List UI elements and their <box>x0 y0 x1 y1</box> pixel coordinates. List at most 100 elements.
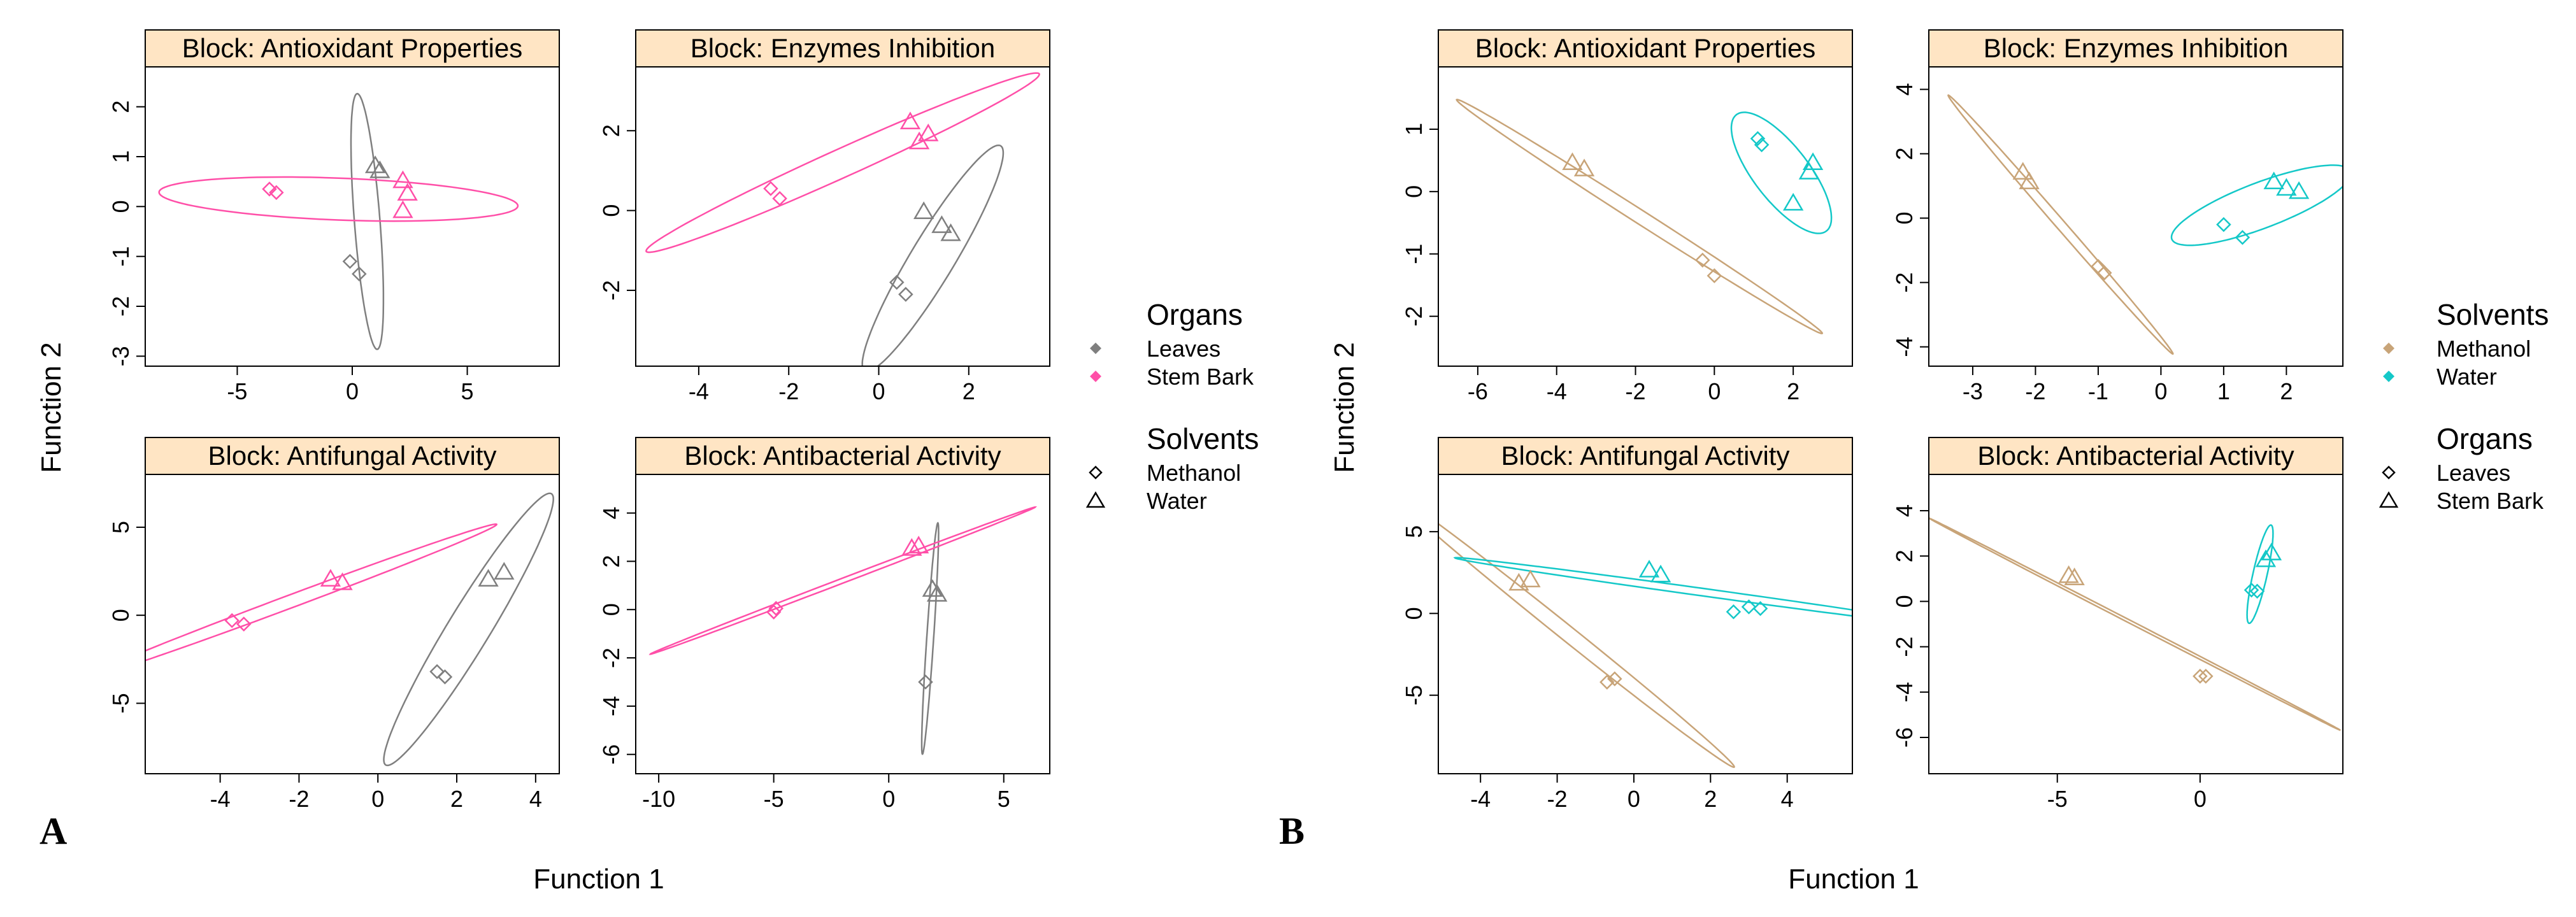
x-tick-label: -1 <box>2088 378 2108 404</box>
subplot-title-strip <box>1928 29 2343 68</box>
y-tick-label: 0 <box>1891 212 1917 225</box>
y-tick-label: 5 <box>1401 525 1427 538</box>
subplot-4: Block: Antibacterial Activity -10 -5 0 5 -6 -4… <box>598 437 1050 812</box>
legend-a-shape-title: Solvents <box>1147 422 1259 455</box>
subplot-title: Block: Antibacterial Activity <box>684 441 1001 471</box>
point-triangle <box>1798 161 1820 180</box>
y-tick-label: -2 <box>1401 306 1427 327</box>
point-circle <box>429 664 445 679</box>
x-tick-label: -4 <box>1547 378 1567 404</box>
y-tick-label: 4 <box>1891 83 1917 96</box>
x-tick-label: -4 <box>210 786 231 812</box>
y-tick-label: 1 <box>108 150 134 163</box>
point-circle <box>437 669 453 685</box>
x-tick-label: 0 <box>873 378 885 404</box>
x-tick-label: 0 <box>882 786 895 812</box>
legend-a-circle-icon <box>1089 466 1103 480</box>
point-triangle <box>1562 152 1583 171</box>
point-circle <box>2096 265 2112 281</box>
point-circle <box>2235 230 2250 245</box>
subplot-title-strip <box>1928 437 2343 475</box>
y-tick-label: 5 <box>108 521 134 534</box>
legend-a-color-label-1: Stem Bark <box>1147 364 1254 390</box>
x-tick-label: -4 <box>689 378 709 404</box>
x-tick-label: -3 <box>1963 378 1983 404</box>
legend-b-color-title: Solvents <box>2436 298 2549 331</box>
x-tick-label: -5 <box>764 786 784 812</box>
y-tick-label: -2 <box>598 280 624 301</box>
ellipse-leaves <box>920 522 940 755</box>
point-circle <box>763 181 778 196</box>
panel-label-a: A <box>39 810 67 852</box>
x-tick-label: 5 <box>998 786 1010 812</box>
y-tick-label: 0 <box>108 609 134 622</box>
ellipse-group <box>1438 523 1852 768</box>
point-circle <box>1694 252 1710 268</box>
y-tick-label: 0 <box>1401 185 1427 198</box>
point-triangle <box>931 215 952 233</box>
ellipse-group <box>645 72 1040 366</box>
y-tick-label: -6 <box>1891 727 1917 748</box>
subplot-frame <box>1438 474 1853 774</box>
point-circle <box>342 253 358 269</box>
ellipse-stem-bark <box>158 176 519 222</box>
point-circle <box>772 191 787 206</box>
y-tick-label: 2 <box>1891 550 1917 562</box>
x-tick-label: -5 <box>227 378 247 404</box>
point-triangle <box>940 223 961 241</box>
y-tick-label: 2 <box>108 101 134 113</box>
point-circle <box>2198 669 2214 684</box>
x-tick-label: 4 <box>1781 786 1794 812</box>
point-triangle <box>918 124 939 141</box>
y-tick-label: -6 <box>598 744 624 765</box>
x-tick-label: -2 <box>1547 786 1568 812</box>
point-triangle <box>478 569 499 587</box>
ellipse-group <box>1947 94 2343 355</box>
x-tick-label: 0 <box>1628 786 1640 812</box>
point-triangle <box>913 201 934 219</box>
subplot-title-strip <box>1438 29 1853 68</box>
x-tick-label: 0 <box>346 378 359 404</box>
y-tick-label: 0 <box>1401 607 1427 620</box>
legend-a-leaves-swatch <box>1090 343 1101 354</box>
point-triangle <box>899 111 921 129</box>
y-tick-label: 4 <box>1891 504 1917 517</box>
legend-b-circle-icon <box>2382 466 2396 480</box>
subplot-frame <box>1438 66 1853 367</box>
xlabel-b: Function 1 <box>1788 864 1919 895</box>
subplot-title: Block: Enzymes Inhibition <box>1984 33 2289 63</box>
x-tick-label: 2 <box>2280 378 2293 404</box>
ellipse-group <box>648 506 1038 755</box>
x-tick-label: -2 <box>1626 378 1646 404</box>
point-circle <box>2193 669 2208 684</box>
point-circle <box>1707 268 1722 283</box>
subplot-2: Block: Enzymes Inhibition -4 -2 0 2 -2 0 2 <box>598 29 1050 404</box>
legend-b-color-label-0: Methanol <box>2436 336 2531 362</box>
y-tick-label: 1 <box>1401 123 1427 136</box>
x-tick-label: 0 <box>2154 378 2167 404</box>
subplot-5: Block: Antioxidant Properties -6 -4 -2 0 2 -2 -… <box>1401 29 1853 404</box>
ellipse-water <box>1453 557 1852 617</box>
point-triangle <box>1802 152 1824 171</box>
y-tick-label: -5 <box>1401 685 1427 706</box>
subplot-7: Block: Antifungal Activity -4 -2 0 2 4 -5 0 5 <box>1401 437 1853 812</box>
subplot-title-strip <box>145 29 560 68</box>
y-tick-label: 0 <box>598 204 624 217</box>
point-triangle <box>1573 159 1595 176</box>
legend-a-color-title: Organs <box>1147 298 1243 331</box>
point-circle <box>236 616 252 632</box>
y-tick-label: -2 <box>598 648 624 668</box>
point-circle <box>918 674 933 690</box>
y-tick-label: -1 <box>1401 244 1427 264</box>
point-circle <box>1599 674 1615 690</box>
x-tick-label: 2 <box>1787 378 1800 404</box>
point-circle <box>269 185 284 201</box>
ellipse-water <box>2246 524 2274 625</box>
legend-a-shape-label-0: Methanol <box>1147 460 1241 486</box>
point-circle <box>766 604 782 620</box>
subplot-1: Block: Antioxidant Properties -5 0 5 -3 -2 -1 0… <box>108 29 560 404</box>
point-triangle <box>1508 572 1529 591</box>
legend-a-triangle-icon <box>1085 491 1106 508</box>
legend-a-stembark-swatch <box>1090 371 1101 382</box>
